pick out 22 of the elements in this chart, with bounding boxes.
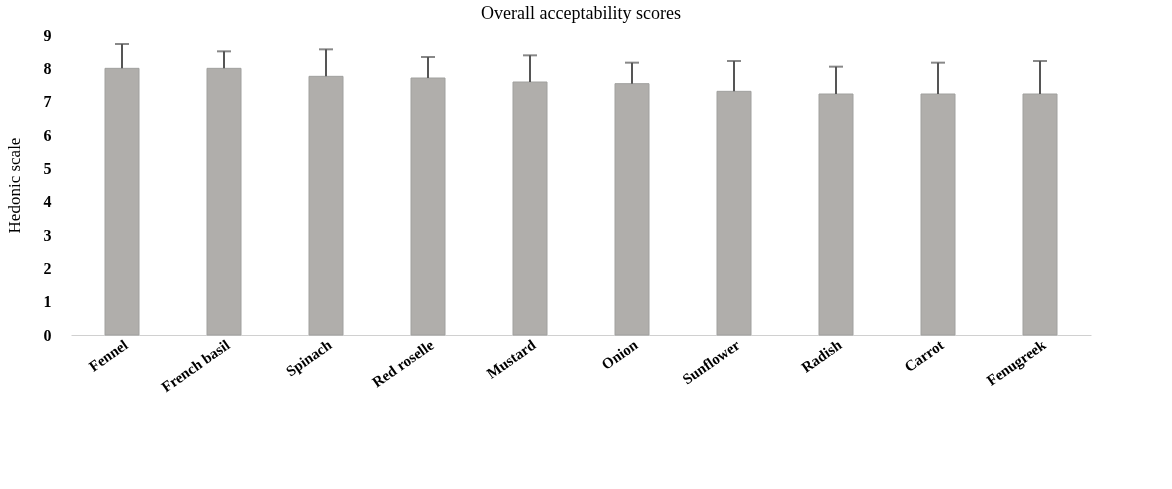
bar	[410, 77, 446, 336]
y-tick-label: 9	[43, 26, 52, 44]
bar	[512, 81, 548, 336]
y-tick-label: 5	[43, 159, 52, 177]
bar	[308, 75, 344, 336]
y-tick-label: 8	[43, 59, 52, 77]
y-axis-title: Hedonic scale	[4, 137, 24, 234]
bar	[614, 83, 650, 336]
chart-title: Overall acceptability scores	[481, 3, 681, 23]
y-tick-label: 6	[43, 126, 52, 144]
y-tick-label: 3	[43, 226, 52, 244]
y-tick-label: 2	[43, 259, 52, 277]
bar	[818, 93, 854, 336]
bar	[206, 67, 242, 336]
bar	[920, 93, 956, 336]
y-tick-label: 7	[43, 93, 52, 111]
bar	[104, 67, 140, 336]
bar	[1022, 93, 1058, 336]
y-tick-label: 4	[43, 193, 52, 211]
y-tick-label: 0	[43, 326, 52, 344]
bar	[716, 90, 752, 336]
y-tick-label: 1	[43, 293, 52, 311]
